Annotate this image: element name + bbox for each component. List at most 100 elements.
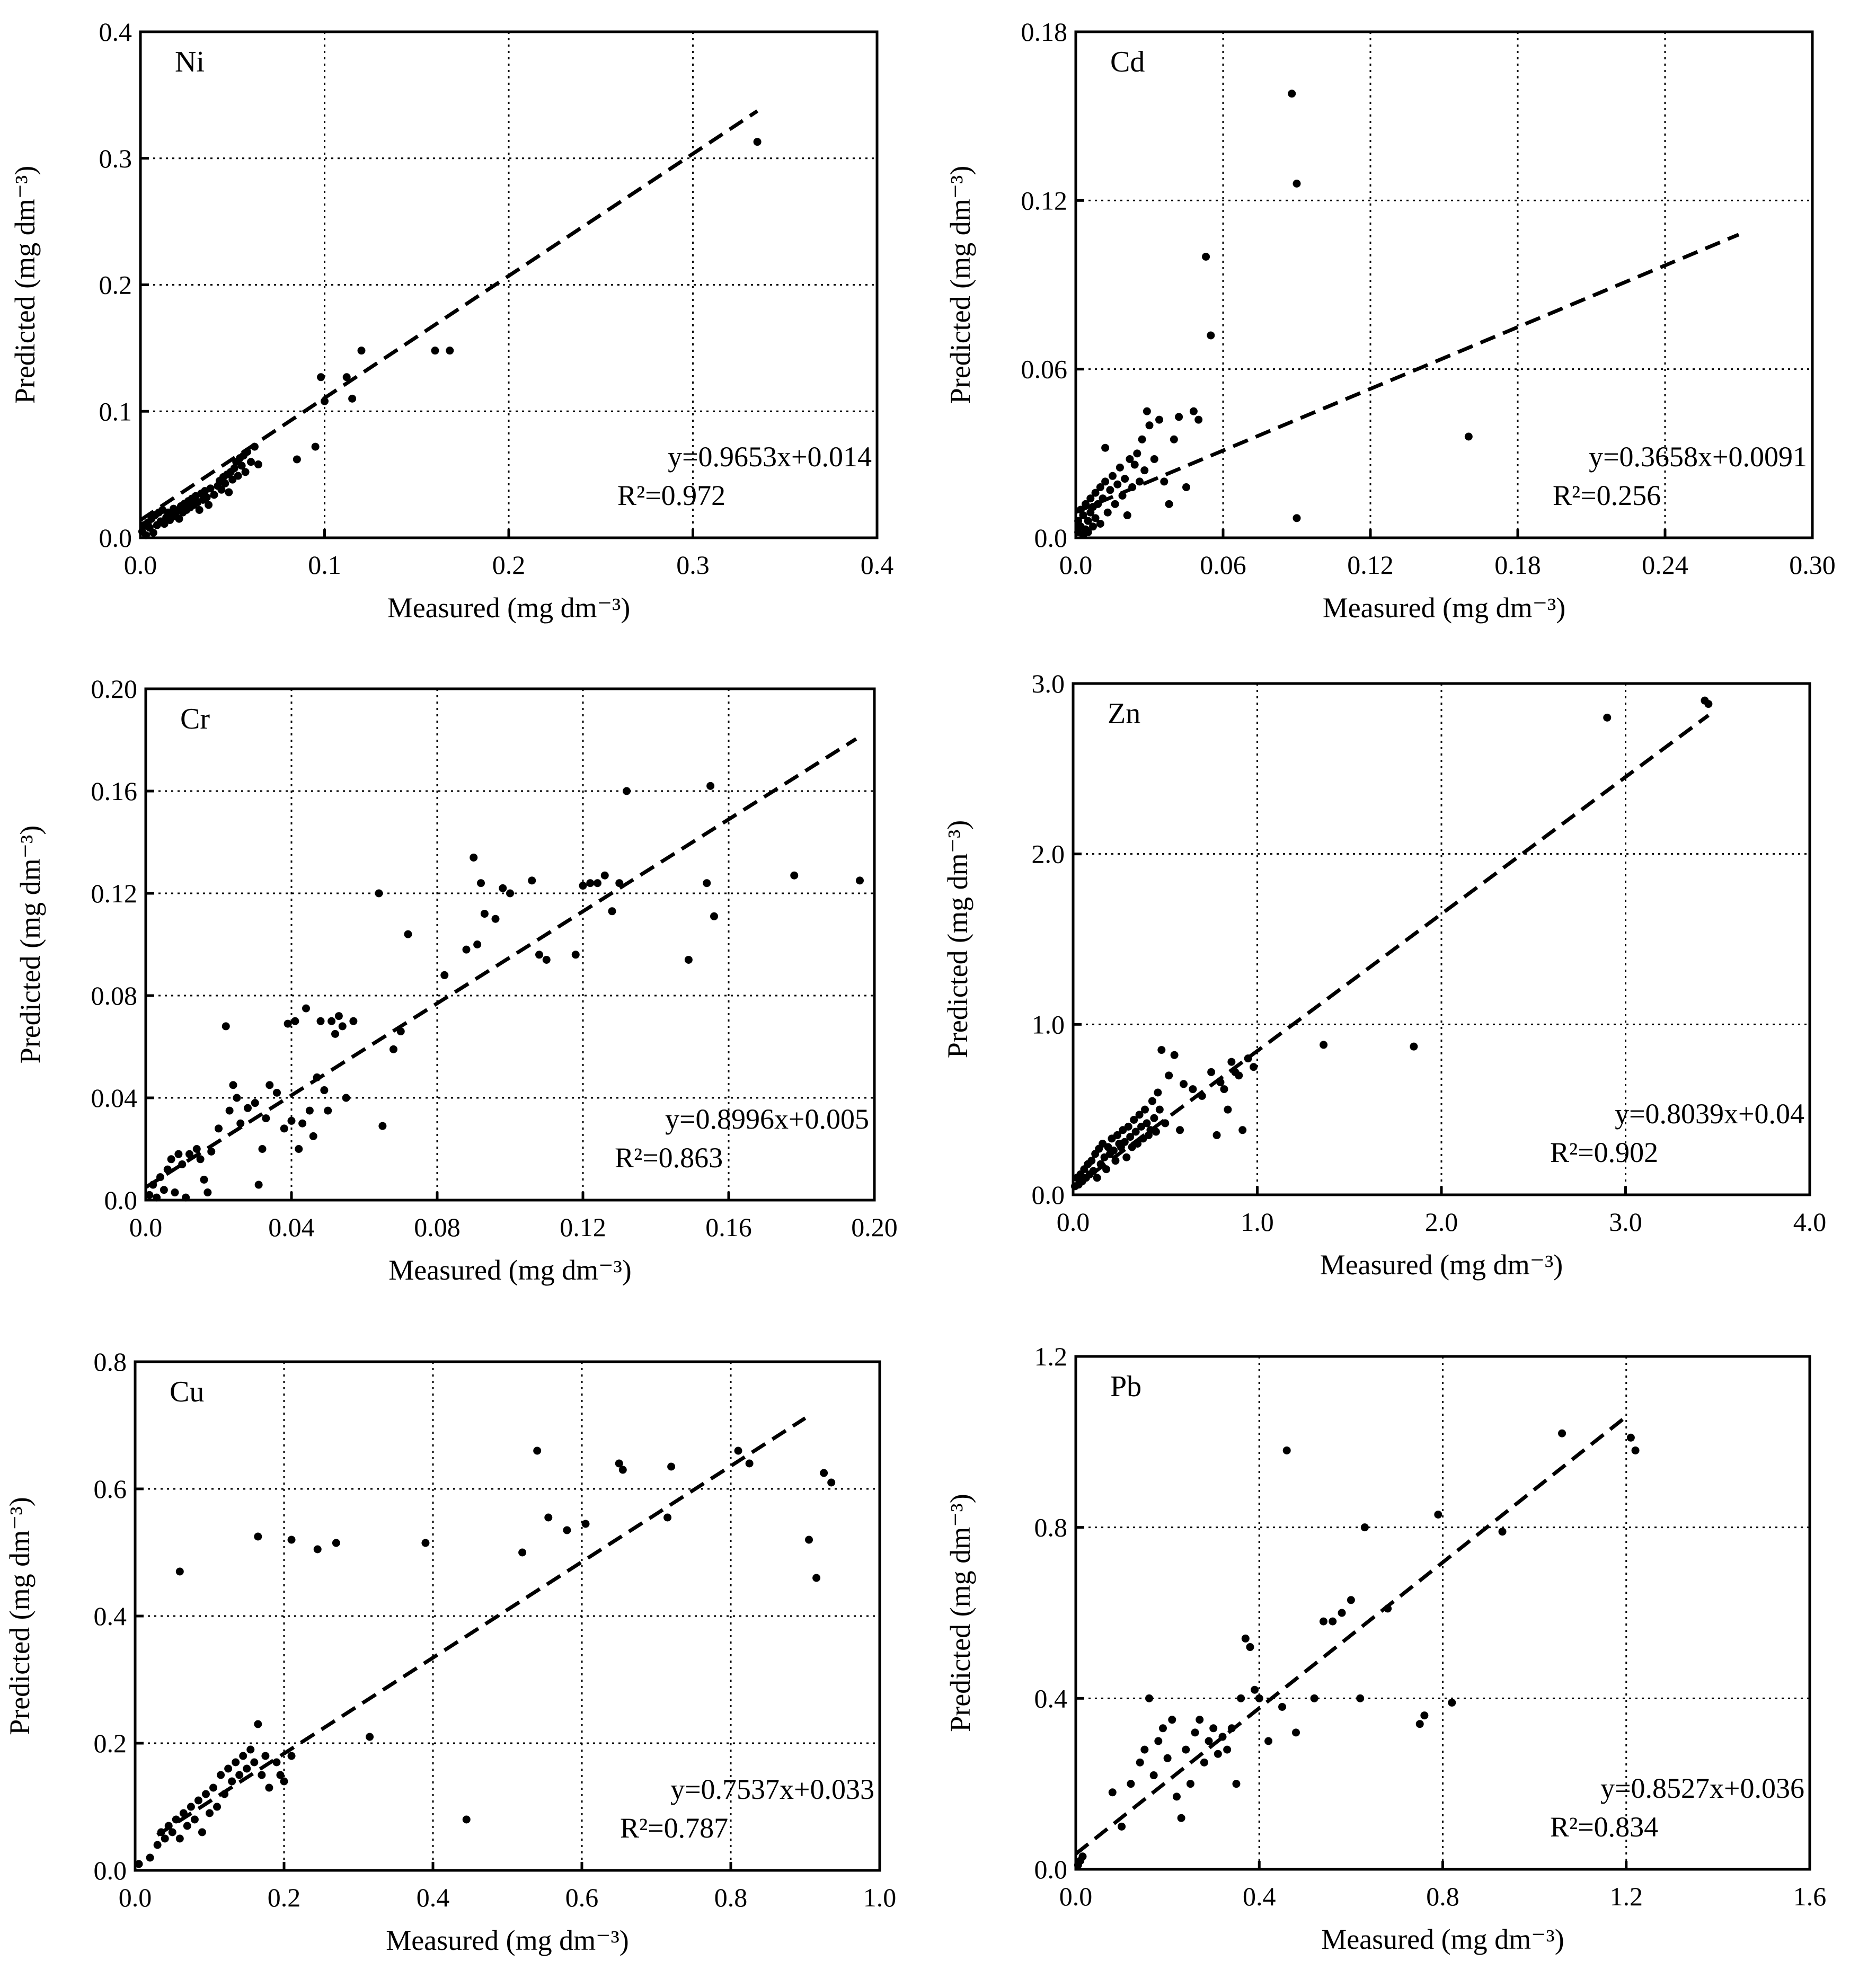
data-point-cu-51 bbox=[618, 1466, 627, 1474]
data-point-cu-37 bbox=[175, 1567, 184, 1576]
data-point-cd-46 bbox=[1182, 483, 1190, 491]
x-tick-label-cr-4: 0.16 bbox=[705, 1212, 752, 1242]
data-point-cu-8 bbox=[175, 1834, 184, 1843]
data-point-cr-46 bbox=[338, 1022, 347, 1031]
data-point-cd-37 bbox=[1140, 466, 1149, 475]
x-tick-label-cr-1: 0.04 bbox=[268, 1212, 315, 1242]
data-point-cr-54 bbox=[440, 971, 449, 979]
data-point-pb-29 bbox=[1241, 1634, 1250, 1643]
y-axis-label-ni: Predicted (mg dm⁻³) bbox=[9, 166, 41, 404]
panel-cd: 0.0 0.06 0.12 0.18 0.24 0.30 0.0 0.06 0.12 0.18 C… bbox=[944, 17, 1836, 624]
data-point-cr-60 bbox=[491, 915, 500, 923]
data-point-cd-24 bbox=[1109, 472, 1117, 480]
data-point-cu-27 bbox=[246, 1745, 255, 1754]
data-point-cu-55 bbox=[745, 1459, 754, 1468]
data-point-cu-38 bbox=[254, 1532, 262, 1541]
data-point-cr-77 bbox=[710, 912, 718, 920]
data-point-pb-35 bbox=[1282, 1446, 1291, 1454]
data-point-cr-55 bbox=[462, 945, 471, 954]
data-point-cu-44 bbox=[462, 1815, 471, 1824]
data-point-cd-30 bbox=[1123, 511, 1131, 520]
data-point-pb-15 bbox=[1177, 1814, 1185, 1822]
data-point-zn-52 bbox=[1180, 1080, 1188, 1088]
data-point-cu-22 bbox=[228, 1777, 236, 1786]
y-tick-label-cu-1: 0.2 bbox=[94, 1728, 127, 1758]
x-tick-label-zn-3: 3.0 bbox=[1609, 1207, 1642, 1237]
panel-cu: 0.0 0.2 0.4 0.6 0.8 1.0 0.0 0.2 0.4 0.6 0.8 Cu y=0… bbox=[4, 1347, 896, 1956]
data-point-cr-28 bbox=[265, 1081, 274, 1089]
data-point-cr-21 bbox=[233, 1094, 241, 1102]
data-point-ni-43 bbox=[221, 479, 229, 487]
data-point-cu-56 bbox=[805, 1536, 813, 1544]
data-point-cd-21 bbox=[1101, 443, 1110, 452]
data-point-cu-52 bbox=[663, 1513, 672, 1522]
data-point-zn-63 bbox=[1238, 1126, 1247, 1134]
data-point-pb-14 bbox=[1172, 1792, 1181, 1801]
data-point-cr-65 bbox=[542, 955, 551, 964]
x-tick-label-ni-4: 0.4 bbox=[861, 550, 894, 580]
y-tick-label-ni-3: 0.3 bbox=[99, 144, 132, 173]
y-tick-label-cu-3: 0.6 bbox=[94, 1474, 127, 1504]
data-point-cr-41 bbox=[320, 1086, 329, 1095]
x-tick-label-ni-1: 0.1 bbox=[308, 550, 341, 580]
data-point-cr-37 bbox=[305, 1106, 314, 1115]
data-point-cd-40 bbox=[1150, 455, 1158, 463]
data-point-zn-39 bbox=[1143, 1119, 1151, 1128]
data-point-cu-29 bbox=[254, 1720, 262, 1728]
y-tick-label-cd-1: 0.06 bbox=[1021, 354, 1068, 384]
data-point-pb-18 bbox=[1191, 1728, 1199, 1737]
data-point-cr-64 bbox=[535, 951, 543, 959]
data-point-cr-36 bbox=[302, 1004, 310, 1013]
data-point-pb-10 bbox=[1154, 1737, 1163, 1745]
data-point-cu-11 bbox=[187, 1803, 195, 1811]
data-point-ni-61 bbox=[317, 373, 325, 381]
x-tick-label-ni-3: 0.3 bbox=[676, 550, 710, 580]
data-point-cr-11 bbox=[185, 1150, 193, 1158]
panel-ni: 0.0 0.1 0.2 0.3 0.4 0.0 0.1 0.2 0.3 0.4 Ni y=0.96… bbox=[9, 17, 893, 624]
data-point-cu-13 bbox=[194, 1796, 202, 1805]
data-point-cr-49 bbox=[375, 889, 383, 898]
data-point-cu-45 bbox=[518, 1548, 527, 1557]
data-point-cr-68 bbox=[586, 879, 595, 888]
y-axis-label-cd: Predicted (mg dm⁻³) bbox=[944, 166, 976, 404]
data-point-cr-15 bbox=[203, 1188, 212, 1197]
data-point-pb-3 bbox=[1108, 1788, 1117, 1797]
data-point-zn-27 bbox=[1120, 1138, 1129, 1146]
data-point-ni-65 bbox=[357, 347, 366, 355]
data-point-cu-17 bbox=[209, 1783, 218, 1792]
data-point-cr-38 bbox=[309, 1132, 317, 1140]
y-axis-label-cu: Predicted (mg dm⁻³) bbox=[4, 1497, 36, 1735]
y-tick-label-ni-2: 0.2 bbox=[99, 270, 132, 300]
data-point-cr-67 bbox=[579, 882, 587, 890]
data-point-pb-38 bbox=[1319, 1617, 1327, 1626]
y-axis-label-zn: Predicted (mg dm⁻³) bbox=[942, 820, 973, 1059]
data-point-cu-16 bbox=[206, 1809, 214, 1817]
x-tick-label-cd-4: 0.24 bbox=[1642, 550, 1688, 580]
data-point-cu-53 bbox=[667, 1462, 676, 1471]
data-point-cr-34 bbox=[295, 1145, 303, 1153]
data-point-pb-43 bbox=[1360, 1523, 1369, 1532]
plot-frame-cd bbox=[1074, 30, 1814, 539]
data-point-cr-57 bbox=[473, 940, 482, 948]
data-point-zn-43 bbox=[1150, 1114, 1158, 1122]
data-point-cr-30 bbox=[280, 1124, 288, 1133]
data-point-zn-38 bbox=[1141, 1105, 1149, 1114]
data-point-cd-8 bbox=[1084, 517, 1092, 525]
data-point-cr-12 bbox=[192, 1145, 201, 1153]
data-point-cd-23 bbox=[1106, 486, 1114, 494]
panel-label-cd: Cd bbox=[1110, 46, 1145, 78]
x-tick-label-cu-2: 0.4 bbox=[417, 1883, 450, 1912]
data-point-cr-75 bbox=[703, 879, 711, 888]
data-point-cr-70 bbox=[600, 871, 609, 880]
plot-frame-cr bbox=[144, 687, 876, 1202]
data-point-cu-18 bbox=[213, 1803, 222, 1811]
y-tick-label-cr-3: 0.12 bbox=[91, 878, 138, 908]
data-point-cu-0 bbox=[135, 1860, 143, 1868]
data-point-cr-50 bbox=[378, 1122, 387, 1130]
data-point-cd-31 bbox=[1126, 455, 1134, 463]
data-point-pb-45 bbox=[1415, 1720, 1424, 1728]
equation-zn: y=0.8039x+0.04 bbox=[1615, 1098, 1804, 1130]
y-tick-label-cd-3: 0.18 bbox=[1021, 17, 1068, 47]
regression-line-zn bbox=[1072, 714, 1710, 1190]
data-point-cd-41 bbox=[1155, 415, 1164, 424]
